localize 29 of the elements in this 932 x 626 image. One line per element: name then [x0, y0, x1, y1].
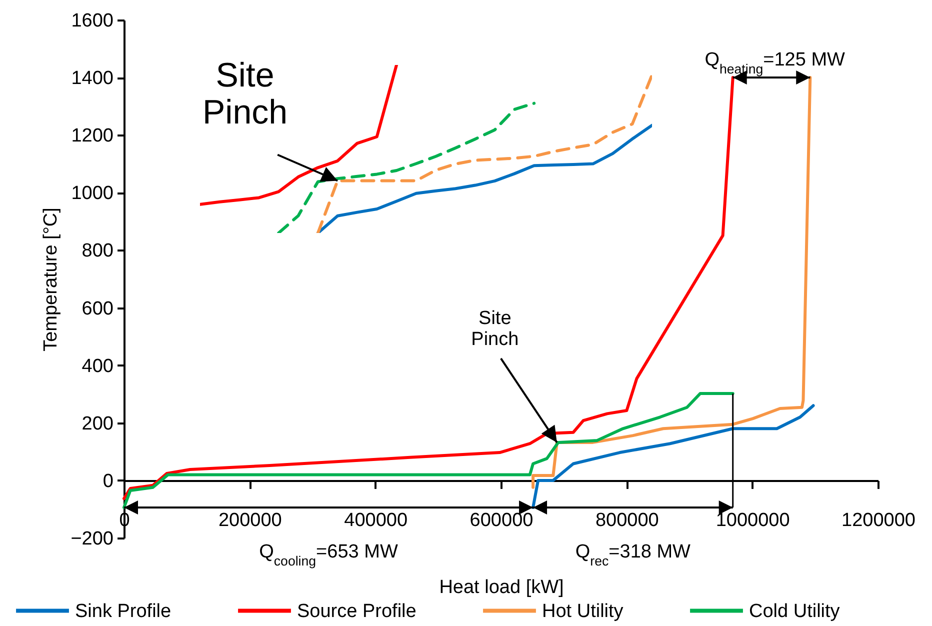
- y-tick-label: 1600: [71, 10, 114, 32]
- y-tick-label: 0: [102, 470, 114, 492]
- legend-label: Hot Utility: [542, 600, 624, 622]
- x-tick-label: 1200000: [842, 510, 916, 531]
- x-tick-label: 600000: [470, 510, 534, 531]
- note-label: Q$_{cooling}$=653 MW: [259, 542, 398, 568]
- x-tick-label: 200000: [218, 510, 282, 531]
- y-tick-label: −200: [70, 528, 114, 550]
- x-tick-label: 400000: [344, 510, 408, 531]
- legend-label: Source Profile: [297, 600, 416, 622]
- y-tick-label: 400: [82, 356, 114, 377]
- y-tick-label: 1400: [71, 68, 114, 90]
- legend-label: Sink Profile: [75, 600, 172, 622]
- y-tick-label: 600: [82, 298, 114, 320]
- y-tick-label: 800: [82, 240, 114, 262]
- y-tick-label: 1000: [71, 183, 114, 204]
- x-axis-title: Heat load [kW]: [439, 576, 564, 598]
- note-label: Site Pinch: [202, 56, 288, 132]
- note-label: Q$_{heating}$=125 MW: [704, 50, 845, 76]
- legend-label: Cold Utility: [749, 600, 840, 622]
- line-series: [122, 392, 734, 509]
- y-tick-label: 200: [82, 413, 114, 434]
- note-label: Q$_{rec}$=318 MW: [575, 542, 690, 568]
- note-label: Site Pinch: [471, 308, 519, 350]
- x-tick-label: 800000: [595, 510, 659, 531]
- x-tick-label: 1000000: [716, 510, 790, 531]
- y-tick-label: 1200: [71, 126, 114, 147]
- line-series: [532, 76, 812, 489]
- y-axis-title: Temperature [°C]: [40, 208, 62, 352]
